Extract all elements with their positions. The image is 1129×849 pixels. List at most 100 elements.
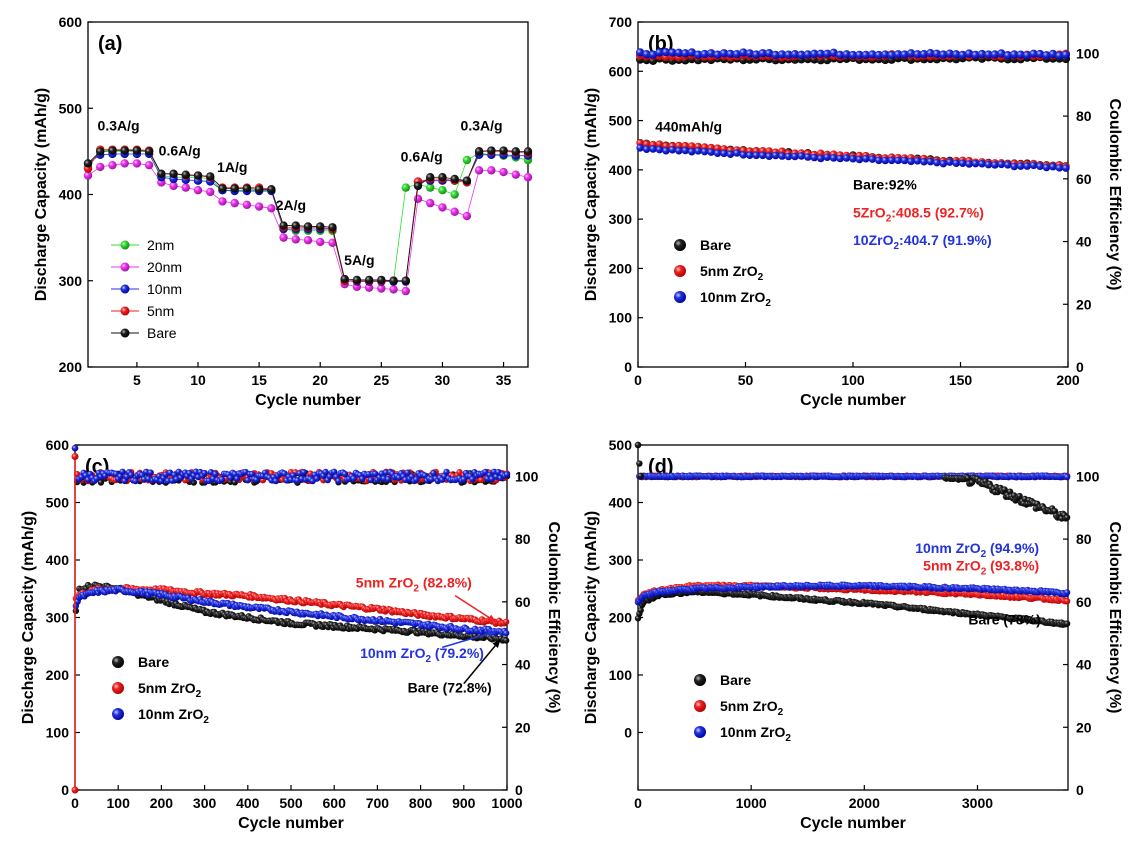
point-20nm — [364, 283, 374, 292]
point-20nm — [206, 187, 215, 197]
ce-point-10nm ZrO2 — [503, 471, 511, 478]
point-20nm — [450, 207, 459, 216]
x-tick-label: 1000 — [491, 795, 522, 811]
annotation-part: 5nm — [923, 557, 956, 573]
y-tick-label: 200 — [609, 610, 633, 626]
legend-marker — [694, 674, 706, 686]
legend-label: Bare — [147, 325, 177, 341]
y-tick-label: 0 — [624, 359, 632, 375]
annotation-sub: 2 — [981, 549, 987, 560]
y2-tick-label: 60 — [1076, 171, 1092, 187]
ce-point-10nm ZrO2 — [926, 49, 935, 58]
x-tick-label: 20 — [312, 372, 328, 388]
capacity-point-Bare — [1063, 620, 1071, 627]
y-tick-label: 600 — [46, 437, 70, 453]
x-tick-label: 10 — [190, 372, 206, 388]
ce-point-10nm ZrO2 — [964, 49, 974, 58]
ce-point-5nm ZrO2 — [477, 476, 485, 484]
ce-point-10nm ZrO2 — [803, 50, 813, 59]
point-20nm — [96, 162, 105, 172]
point-Bare — [413, 181, 423, 191]
x-tick-label: 600 — [323, 795, 347, 811]
ce-point-10nm ZrO2 — [719, 49, 729, 58]
capacity-point-10nm ZrO2 — [984, 160, 993, 169]
ce-point-10nm ZrO2 — [648, 50, 658, 59]
ce-point-10nm ZrO2 — [218, 476, 226, 483]
ce-point-10nm ZrO2 — [341, 470, 349, 478]
rate-label: 5A/g — [344, 252, 374, 268]
capacity-point-10nm ZrO2 — [687, 147, 696, 156]
ce-point-10nm ZrO2 — [132, 477, 139, 485]
capacity-point-10nm ZrO2 — [868, 155, 877, 163]
annotation-part: Bare (78%) — [968, 611, 1040, 627]
x-tick-label: 1000 — [736, 795, 767, 811]
y-tick-label: 600 — [609, 63, 633, 79]
capacity-point-10nm ZrO2 — [739, 151, 748, 159]
legend-label-part: ZrO — [178, 706, 203, 722]
ce-point-Bare — [636, 460, 643, 467]
annotation: Bare (78%) — [968, 611, 1040, 627]
ce-point-10nm ZrO2 — [784, 50, 793, 59]
rate-label: 1A/g — [217, 159, 247, 175]
ce-point-10nm ZrO2 — [127, 471, 135, 479]
capacity-point-10nm ZrO2 — [655, 145, 664, 154]
capacity-point-10nm ZrO2 — [1004, 161, 1012, 169]
annotation-sub: 2 — [413, 584, 419, 595]
capacity-point-10nm ZrO2 — [816, 154, 825, 163]
x-tick-label: 5 — [133, 372, 141, 388]
legend-label: 5nm ZrO2​ — [700, 263, 764, 283]
capacity-point-10nm ZrO2 — [862, 154, 870, 163]
capacity-point-10nm ZrO2 — [694, 147, 702, 155]
x-tick-label: 700 — [366, 795, 390, 811]
x-axis-label: Cycle number — [255, 392, 361, 409]
x-tick-label: 800 — [409, 795, 433, 811]
point-20nm — [108, 160, 117, 170]
ce-point-10nm ZrO2 — [990, 50, 1000, 59]
ce-point-10nm ZrO2 — [706, 49, 716, 58]
point-Bare — [462, 176, 472, 185]
capacity-point-10nm ZrO2 — [842, 154, 851, 162]
panel-a: 5 10 15 20 25 30 35 200 300 400 500 600 Cycle number… — [33, 14, 533, 409]
point-Bare — [254, 185, 264, 194]
y2-tick-label: 60 — [515, 594, 531, 610]
ce-point-10nm ZrO2 — [900, 50, 909, 59]
ce-point-Bare — [634, 441, 642, 449]
capacity-point-10nm ZrO2 — [933, 158, 941, 167]
capacity-point-10nm ZrO2 — [726, 150, 735, 159]
point-20nm — [279, 233, 288, 242]
x-tick-label: 30 — [435, 372, 451, 388]
legend-label: Bare — [720, 672, 751, 688]
legend-label: Bare — [138, 654, 169, 670]
capacity-point-Bare — [637, 607, 644, 614]
first-cycle-point — [71, 453, 79, 460]
ce-point-10nm ZrO2 — [642, 50, 651, 59]
annotation: 440mAh/g — [655, 118, 722, 134]
legend-label-sub: 2 — [765, 298, 771, 309]
ce-point-Bare — [1016, 492, 1023, 500]
legend-label: 10nm ZrO2​ — [700, 289, 771, 309]
first-cycle-point — [71, 786, 79, 794]
point-20nm — [499, 167, 508, 177]
x-tick-label: 35 — [496, 372, 512, 388]
capacity-point-10nm ZrO2 — [765, 152, 773, 161]
point-20nm — [144, 160, 154, 170]
point-20nm — [413, 194, 423, 204]
capacity-point-10nm ZrO2 — [1042, 163, 1051, 172]
y2-tick-label: 0 — [515, 782, 523, 798]
ce-point-10nm ZrO2 — [1048, 49, 1058, 59]
rate-label: 2A/g — [276, 197, 306, 213]
capacity-point-10nm ZrO2 — [804, 153, 812, 161]
annotation-part: 5nm — [356, 575, 389, 591]
ce-point-10nm ZrO2 — [244, 477, 251, 484]
x-tick-label: 900 — [452, 795, 476, 811]
y-tick-label: 0 — [624, 725, 632, 741]
y2-tick-label: 20 — [1076, 296, 1092, 312]
legend-label-sub: 2 — [758, 272, 764, 283]
ce-point-10nm ZrO2 — [1029, 49, 1038, 59]
capacity-point-10nm ZrO2 — [784, 152, 793, 161]
point-Bare — [438, 173, 447, 182]
capacity-point-10nm ZrO2 — [771, 151, 780, 160]
legend-label-part: 10nm — [138, 706, 178, 722]
y2-tick-label: 40 — [515, 657, 531, 673]
